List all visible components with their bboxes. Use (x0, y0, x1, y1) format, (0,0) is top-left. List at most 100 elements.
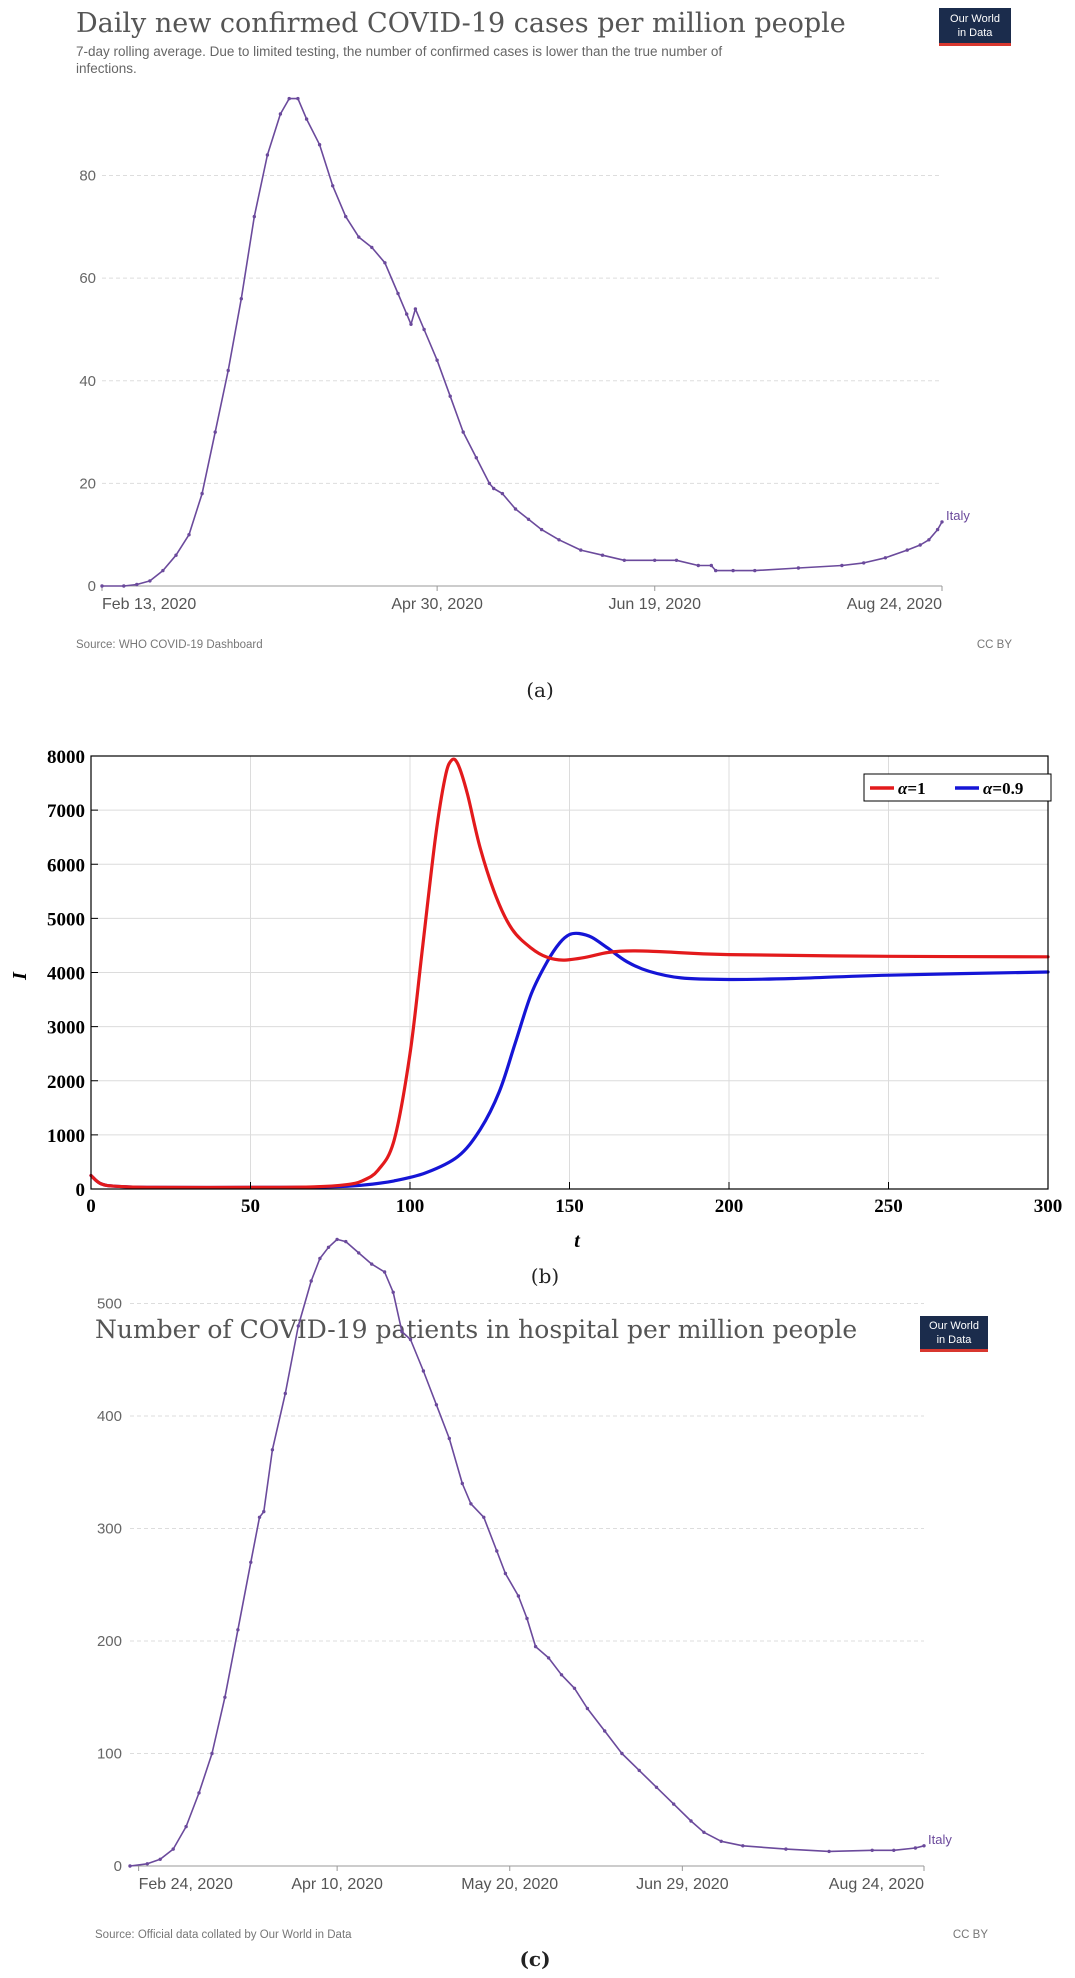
chart-b-legend: α=1 α=0.9 (863, 773, 1052, 802)
chart-a-data-point (409, 322, 413, 326)
chart-c-x-tick-label: Feb 24, 2020 (139, 1876, 233, 1893)
chart-a-data-point (344, 214, 348, 219)
chart-c-data-point (421, 1369, 426, 1373)
chart-a-data-point (500, 491, 505, 496)
chart-a-data-point (122, 584, 126, 588)
chart-a-data-point (239, 297, 243, 301)
chart-c-data-point (637, 1768, 641, 1773)
chart-c-data-point (922, 1844, 926, 1848)
chart-b-y-tick-label: 6000 (47, 855, 85, 876)
chart-a-y-ticks: 0 20 40 60 80 (79, 168, 96, 595)
chart-c-data-point (171, 1847, 175, 1851)
chart-a-data-point (187, 533, 191, 537)
chart-a-data-point (448, 394, 452, 398)
chart-a-data-point (927, 538, 931, 542)
chart-b-legend-value-1: =1 (907, 779, 925, 798)
chart-c-data-point (827, 1849, 831, 1854)
chart-c-y-tick-label: 0 (114, 1858, 122, 1875)
chart-a-data-point (883, 556, 888, 560)
chart-c-x-tick-label: Jun 29, 2020 (636, 1876, 729, 1893)
chart-a-data-point (492, 486, 496, 491)
chart-b-legend-label-alpha-1: α=1 (898, 779, 926, 798)
chart-a-data-point (422, 327, 426, 332)
chart-a-data-point (383, 261, 387, 265)
chart-c-data-point (283, 1391, 287, 1396)
chart-c-data-point (784, 1847, 788, 1851)
chart-c-data-point (184, 1824, 188, 1829)
chart-c-data-point (335, 1237, 339, 1242)
chart-b-x-tick-label: 100 (396, 1196, 425, 1217)
chart-c-data-point (572, 1686, 577, 1691)
chart-c-y-tick-label: 500 (97, 1296, 122, 1313)
chart-a-data-point (526, 517, 531, 521)
chart-b-y-ticks: 0 1000 2000 3000 4000 5000 6000 7000 8000 (47, 747, 98, 1201)
chart-a-title: Daily new confirmed COVID-19 cases per m… (76, 8, 846, 39)
chart-a-y-tick-label: 80 (79, 168, 96, 185)
chart-c-x-tick-label: May 20, 2020 (461, 1876, 558, 1893)
chart-c-gridlines (130, 1303, 924, 1867)
chart-c-data-point (408, 1337, 413, 1342)
chart-b-y-tick-label: 5000 (47, 909, 85, 930)
owid-logo-a: Our World in Data (939, 8, 1011, 46)
chart-b-gridlines (91, 756, 1048, 1189)
chart-c-data-point (482, 1515, 486, 1520)
chart-a-data-point (396, 291, 400, 296)
chart-c-data-point (210, 1751, 214, 1756)
chart-c-data-point (603, 1729, 607, 1733)
chart-a-data-point (674, 558, 679, 562)
chart-c-data-point (309, 1279, 313, 1283)
chart-a-data-point (213, 430, 217, 434)
owid-logo-a-line-1: Our World (950, 13, 1000, 25)
owid-logo-c-box (920, 1316, 988, 1352)
chart-c-title: Number of COVID-19 patients in hospital … (95, 1315, 857, 1344)
chart-a-data-point (796, 566, 801, 570)
chart-b-legend-value-2: =0.9 (992, 779, 1023, 798)
chart-c-y-ticks: 0 100 200 300 400 500 (97, 1296, 122, 1876)
chart-a-data-point (461, 430, 465, 434)
chart-c-data-point (495, 1549, 499, 1553)
chart-c-data-point (391, 1290, 395, 1295)
chart-c-data-point (546, 1656, 551, 1660)
chart-a-series (100, 96, 944, 588)
owid-logo-c-line-1: Our World (929, 1320, 979, 1332)
chart-c-data-point (892, 1848, 896, 1853)
chart-b-y-tick-label: 8000 (47, 747, 85, 768)
chart-b-y-tick-label: 0 (76, 1180, 86, 1201)
chart-c-data-point (533, 1644, 538, 1649)
chart-c-data-point (620, 1751, 624, 1756)
chart-c-data-point (654, 1785, 659, 1790)
chart-c-y-tick-label: 100 (97, 1746, 122, 1763)
chart-a-license: CC BY (977, 639, 1012, 651)
chart-a-y-tick-label: 60 (79, 270, 96, 287)
chart-c-data-point (460, 1481, 464, 1486)
chart-a-x-tick-label: Apr 30, 2020 (391, 596, 483, 613)
chart-b-y-tick-label: 4000 (47, 964, 85, 985)
chart-b-x-tick-label: 200 (715, 1196, 744, 1217)
chart-c-x-tick-label: Aug 24, 2020 (829, 1876, 924, 1893)
chart-c-data-point (469, 1502, 473, 1506)
chart-c-data-point (236, 1628, 240, 1632)
chart-c-data-point (318, 1256, 322, 1261)
chart-b-legend-symbol-2: α (983, 779, 993, 798)
chart-c-source: Source: Official data collated by Our Wo… (95, 1929, 352, 1941)
chart-a-data-point (317, 143, 322, 147)
chart-c-x-tick-label: Apr 10, 2020 (291, 1876, 383, 1893)
chart-c-data-point (382, 1270, 387, 1274)
chart-a-data-point (905, 548, 909, 552)
chart-b-y-tick-label: 1000 (47, 1126, 85, 1147)
chart-c-series (128, 1237, 926, 1868)
chart-b-y-label: I (9, 971, 31, 981)
chart-a-x-ticks: Feb 13, 2020 Apr 30, 2020 Jun 19, 2020 Aug … (101, 586, 943, 613)
chart-c-y-tick-label: 400 (97, 1408, 122, 1425)
chart-a-data-point (287, 96, 291, 101)
owid-logo-a-bar (939, 43, 1011, 46)
chart-a-series-label: Italy (946, 508, 970, 523)
chart-c-data-point (128, 1864, 132, 1868)
chart-a-data-point (296, 96, 300, 101)
chart-a-x-tick-label: Jun 19, 2020 (608, 596, 701, 613)
chart-a-data-point (226, 368, 230, 373)
chart-a-data-point (435, 358, 439, 362)
chart-a-data-point (622, 558, 626, 562)
chart-a-data-point (696, 563, 700, 568)
chart-a-data-point (135, 582, 139, 587)
